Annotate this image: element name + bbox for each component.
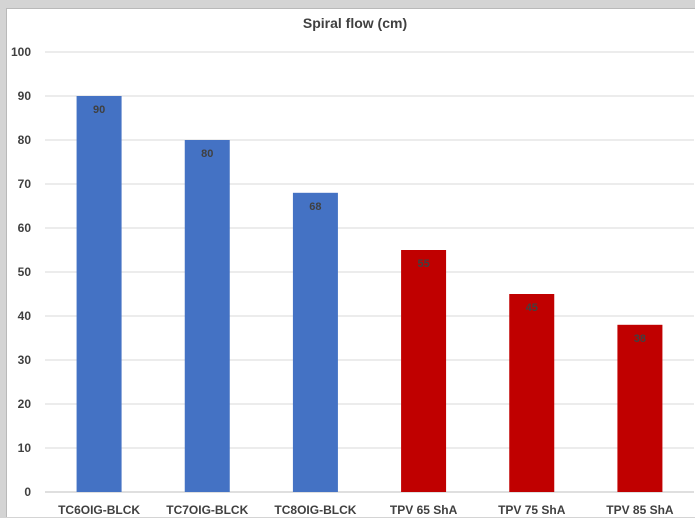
chart-title: Spiral flow (cm)	[303, 15, 407, 31]
bar-value-label: 45	[526, 302, 538, 314]
y-tick-label: 70	[18, 177, 32, 191]
x-category-label: TPV 65 ShA	[390, 503, 458, 517]
bar-value-label: 55	[417, 258, 429, 270]
bar	[76, 96, 122, 492]
x-category-label: TPV 75 ShA	[498, 503, 566, 517]
bar	[401, 250, 447, 492]
x-category-label: TPV 85 ShA	[606, 503, 674, 517]
bar-value-label: 38	[634, 333, 646, 345]
y-tick-label: 30	[18, 353, 32, 367]
y-axis-ticks: 0 10 20 30 40 50 60 70 80 90 100	[11, 45, 31, 499]
bar	[617, 324, 663, 492]
gridlines	[45, 51, 694, 493]
y-tick-label: 100	[11, 45, 31, 59]
y-tick-label: 60	[18, 221, 32, 235]
bar-chart: Spiral flow (cm) 0102030405060708090100 …	[11, 15, 694, 517]
bar	[509, 294, 555, 492]
y-tick-label: 40	[18, 309, 32, 323]
bars	[76, 96, 663, 493]
bar-value-label: 80	[201, 148, 213, 160]
x-category-label: TC6OIG-BLCK	[58, 503, 140, 517]
bar	[292, 192, 338, 493]
x-category-label: TC8OIG-BLCK	[274, 503, 356, 517]
x-category-label: TC7OIG-BLCK	[166, 503, 248, 517]
y-tick-label: 90	[18, 89, 32, 103]
y-tick-label: 50	[18, 265, 32, 279]
bar	[184, 140, 230, 492]
bar-value-label: 90	[93, 104, 105, 116]
y-tick-label: 20	[18, 397, 32, 411]
y-tick-label: 0	[24, 485, 31, 499]
y-tick-label: 80	[18, 133, 32, 147]
data-labels: 90 80 68 55 45 38	[93, 104, 646, 345]
bar-value-label: 68	[309, 201, 321, 213]
chart-area: Spiral flow (cm) 0 10 20 30 40 50 60 70 80 90 100 …	[6, 8, 695, 517]
x-axis-categories: TC6OIG-BLCK TC7OIG-BLCK TC8OIG-BLCK TPV 65 …	[58, 503, 674, 517]
y-tick-label: 10	[18, 441, 32, 455]
